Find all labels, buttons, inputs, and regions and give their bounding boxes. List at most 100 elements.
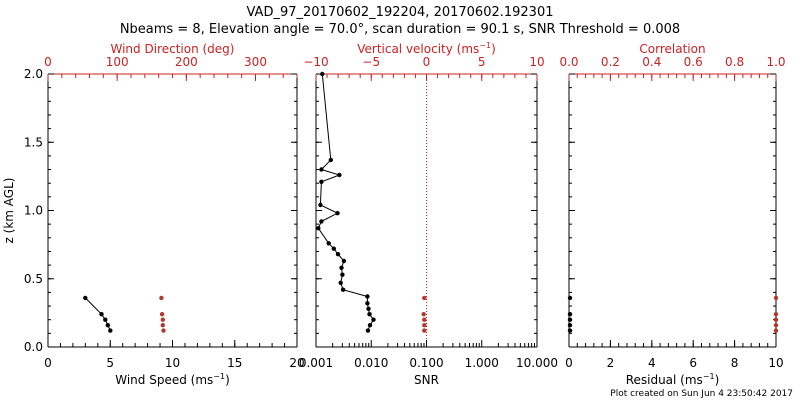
data-point-snr (335, 211, 340, 216)
data-point-residual (567, 323, 573, 328)
data-point-snr (320, 71, 325, 77)
data-point-correlation (773, 295, 779, 301)
data-point-snr (371, 317, 376, 322)
data-point-snr (319, 219, 324, 224)
data-point-snr (340, 272, 345, 277)
y-tick-label: 1.5 (24, 135, 43, 149)
x-tick-label-bottom: 0 (44, 356, 52, 370)
x-tick-label-top: 0 (44, 55, 52, 69)
x-tick-label-bottom: 0.001 (299, 356, 333, 370)
data-point-snr (319, 179, 324, 184)
x-tick-label-bottom: 6 (689, 356, 697, 370)
x-tick-label-bottom: 10 (165, 356, 180, 370)
footer-timestamp: Plot created on Sun Jun 4 23:50:42 2017 (610, 389, 793, 399)
data-point-vertical-velocity (421, 312, 426, 317)
x-tick-label-bottom: 15 (227, 356, 242, 370)
data-point-vertical-velocity (422, 328, 427, 333)
data-point-snr (365, 301, 370, 306)
data-point-wind-direction (159, 295, 164, 301)
data-point-snr (367, 312, 372, 317)
x-tick-label-bottom: 8 (731, 356, 739, 370)
top-axis-label: Wind Direction (deg) (111, 42, 235, 56)
panel-velocity-snr-panel: 0.001 0.010 0.100 1.000 10.000 SNR −10 −5 0 5 10 Ve… (299, 41, 558, 387)
data-point-correlation (773, 323, 779, 328)
data-point-snr (328, 157, 333, 163)
x-tick-label-bottom: 20 (289, 356, 304, 370)
data-point-snr (338, 280, 343, 285)
data-point-snr (335, 252, 341, 257)
data-point-snr (331, 246, 336, 251)
x-tick-label-top: 300 (244, 55, 267, 69)
data-point-correlation (773, 328, 779, 333)
data-point-vertical-velocity (422, 323, 427, 328)
y-tick-label: 2.0 (24, 67, 43, 81)
y-tick-label: 1.0 (24, 204, 43, 218)
bottom-axis-label: Wind Speed (ms−1) (115, 372, 230, 387)
x-tick-label-bottom: 4 (648, 356, 656, 370)
bottom-axis-label: SNR (414, 373, 439, 387)
x-tick-label-top: 0.0 (559, 55, 578, 69)
x-tick-label-bottom: 1.000 (465, 356, 499, 370)
data-point-snr (367, 323, 373, 328)
x-tick-label-top: −10 (303, 55, 328, 69)
data-point-residual (567, 312, 573, 317)
x-tick-label-top: 0.2 (601, 55, 620, 69)
data-point-snr (319, 167, 324, 172)
x-tick-label-top: 0.6 (684, 55, 703, 69)
data-point-snr (326, 241, 331, 246)
data-point-snr (365, 294, 370, 299)
data-point-wind-speed (83, 295, 88, 301)
data-point-residual (567, 328, 573, 333)
y-tick-label: 0.0 (24, 340, 43, 354)
title-line-2: Nbeams = 8, Elevation angle = 70.0°, sca… (120, 22, 680, 37)
data-point-snr (341, 258, 347, 264)
x-tick-label-bottom: 0 (565, 356, 573, 370)
x-tick-label-bottom: 10 (768, 356, 783, 370)
x-tick-label-top: 100 (106, 55, 129, 69)
data-point-wind-speed (108, 328, 113, 333)
x-tick-label-bottom: 0.010 (354, 356, 388, 370)
x-tick-label-bottom: 5 (106, 356, 114, 370)
x-tick-label-bottom: 2 (607, 356, 615, 370)
title-line-1: VAD_97_20170602_192204, 20170602.192301 (247, 5, 554, 20)
y-tick-label: 0.5 (24, 272, 43, 286)
data-point-snr (316, 226, 321, 231)
top-axis-label: Correlation (639, 42, 705, 56)
data-point-snr (340, 287, 346, 292)
data-point-wind-direction (161, 328, 166, 333)
data-point-wind-direction (159, 312, 165, 317)
x-tick-label-top: 0.8 (725, 55, 744, 69)
series-line-snr (317, 73, 375, 331)
x-tick-label-bottom: 10.000 (516, 356, 558, 370)
data-point-vertical-velocity (422, 317, 427, 322)
data-point-snr (339, 265, 344, 270)
data-point-snr (318, 202, 323, 208)
data-point-residual (567, 295, 573, 301)
x-tick-label-top: 1.0 (766, 55, 785, 69)
data-point-wind-speed (105, 323, 111, 328)
data-point-correlation (773, 312, 779, 317)
panel-correlation-residual-panel: 0 2 4 6 8 10 Residual (ms−1) 0.0 0.2 0.4 0.6 0.8 1.0… (559, 42, 785, 387)
data-point-wind-speed (99, 312, 104, 317)
x-tick-label-top: 0.4 (642, 55, 661, 69)
x-tick-label-top: 10 (529, 55, 544, 69)
data-point-residual (567, 317, 573, 322)
y-axis-label: z (km AGL) (2, 178, 16, 244)
top-axis-label: Vertical velocity (ms−1) (357, 41, 496, 56)
data-point-snr (366, 306, 371, 311)
x-tick-label-top: 5 (478, 55, 486, 69)
x-tick-label-top: −5 (362, 55, 380, 69)
bottom-axis-label: Residual (ms−1) (626, 372, 720, 387)
data-point-wind-direction (160, 323, 165, 328)
x-tick-label-bottom: 0.100 (409, 356, 443, 370)
data-point-wind-speed (103, 317, 108, 322)
data-point-vertical-velocity (422, 295, 427, 301)
data-point-correlation (773, 317, 779, 322)
x-tick-label-top: 0 (423, 55, 431, 69)
data-point-snr (365, 328, 371, 333)
data-point-wind-direction (160, 317, 165, 322)
data-point-snr (337, 172, 342, 178)
panel-wind-panel: 0.0 0.5 1.0 1.5 2.0 z (km AGL) 0 5 10 15 20 Wind Sp… (2, 42, 305, 387)
